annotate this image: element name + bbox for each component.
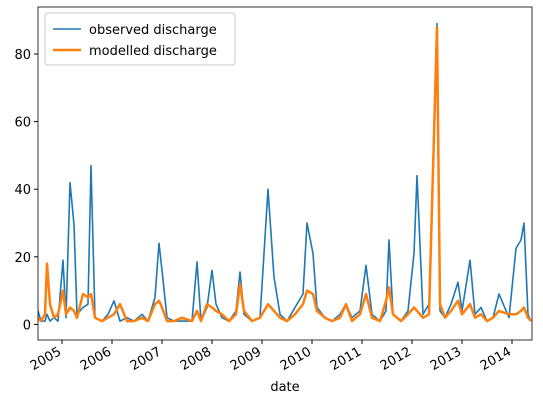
legend-box	[44, 12, 236, 66]
x-axis-label: date	[270, 380, 299, 395]
data-line	[38, 25, 532, 323]
x-tick-label: 2010	[278, 344, 314, 374]
x-tick-label: 2006	[78, 344, 114, 374]
y-tick-label: 60	[14, 116, 31, 131]
y-tick-label: 40	[14, 183, 31, 198]
data-line	[38, 22, 532, 322]
y-tick-label: 0	[23, 318, 31, 333]
x-tick-label: 2012	[378, 344, 414, 374]
x-tick-label: 2009	[228, 344, 264, 374]
x-tick-label: 2007	[128, 344, 164, 374]
plot-frame	[37, 6, 533, 341]
y-tick-label: 80	[14, 48, 31, 63]
x-tick-label: 2011	[328, 344, 364, 374]
x-tick-label: 2008	[178, 344, 214, 374]
y-tick-label: 20	[14, 251, 31, 266]
x-tick-label: 2014	[478, 344, 514, 374]
legend-label: modelled discharge	[89, 44, 217, 59]
legend-label: observed discharge	[89, 23, 217, 38]
x-tick-label: 2013	[428, 344, 464, 374]
x-tick-label: 2005	[28, 344, 64, 374]
